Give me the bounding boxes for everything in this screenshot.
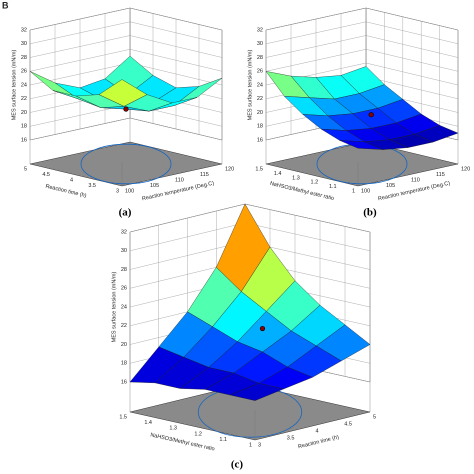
panel-caption: (b) [363,207,377,219]
z-tick-label: 16 [121,379,127,385]
x-tick-label: 105 [150,183,159,189]
z-tick-label: 24 [257,82,263,88]
x-tick-label: 110 [175,177,184,183]
z-tick-label: 16 [21,137,27,143]
x-tick-label: 120 [225,166,234,172]
z-axis-label: MES surface tension (mN/m) [11,50,17,121]
x-tick-label: 4.5 [344,421,352,427]
x-axis-label: Reaction time (h) [298,435,340,451]
y-tick-label: 1.3 [169,426,177,432]
z-tick-label: 20 [257,110,263,116]
y-tick-label: 1.5 [255,166,263,172]
y-tick-label: 3 [116,188,119,194]
x-tick-label: 4 [316,428,319,434]
x-tick-label: 100 [361,188,370,194]
x-tick-label: 5 [373,414,376,420]
z-tick-label: 20 [21,110,27,116]
z-tick-label: 18 [121,361,127,367]
y-tick-label: 5 [24,166,27,172]
surface-patch [229,383,285,401]
z-tick-label: 22 [121,323,127,329]
center-point [368,112,374,118]
y-tick-label: 1.4 [144,420,152,426]
y-tick-label: 1.5 [119,414,127,420]
x-tick-label: 120 [461,166,470,172]
y-tick-label: 1.1 [329,184,337,190]
y-tick-label: 1.4 [274,171,282,177]
panel-caption: (a) [119,207,132,219]
y-tick-label: 4 [70,177,73,183]
z-tick-label: 28 [21,55,27,61]
z-tick-label: 26 [121,286,127,292]
z-tick-label: 28 [257,55,263,61]
z-tick-label: 20 [121,342,127,348]
z-tick-label: 16 [257,137,263,143]
y-axis-label: Reaction time (h) [45,184,87,200]
z-tick-label: 18 [21,124,27,130]
z-axis-label: MES surface tension (mN/m) [247,50,253,121]
z-tick-label: 28 [121,267,127,273]
z-tick-label: 30 [257,41,263,47]
x-tick-label: 3.5 [287,435,295,441]
panel-caption: (c) [231,459,244,471]
figure-label: B [2,0,9,10]
y-tick-label: 4.5 [42,172,50,178]
y-tick-label: 1.2 [311,180,319,186]
surface-patch [339,140,384,150]
y-axis-label: NaHSO3/Methyl ester ratio [269,181,334,202]
z-tick-label: 18 [257,124,263,130]
z-tick-label: 30 [21,41,27,47]
z-tick-label: 22 [257,96,263,102]
floor [29,141,223,187]
x-tick-label: 105 [386,183,395,189]
y-tick-label: 1 [249,442,252,448]
x-tick-label: 115 [200,172,209,178]
center-point [259,325,266,332]
y-tick-label: 3.5 [88,183,96,189]
z-tick-label: 24 [21,82,27,88]
y-tick-label: 1 [352,188,355,194]
z-tick-label: 32 [121,229,127,235]
z-tick-label: 32 [21,27,27,33]
floor-contour [80,143,172,185]
z-tick-label: 22 [21,96,27,102]
x-tick-label: 110 [411,177,420,183]
z-axis-label: MES surface tension (mN/m) [111,272,117,343]
x-tick-label: 115 [436,172,445,178]
z-tick-label: 24 [121,304,127,310]
z-tick-label: 26 [21,69,27,75]
x-tick-label: 100 [125,188,134,194]
z-tick-label: 32 [257,27,263,33]
y-tick-label: 1.3 [292,175,300,181]
center-point [123,106,129,112]
y-axis-label: NaHSO3/Methyl ester ratio [150,432,215,452]
x-tick-label: 3 [258,442,261,448]
z-tick-label: 30 [121,248,127,254]
y-tick-label: 1.1 [219,437,227,443]
y-tick-label: 1.2 [194,431,202,437]
surface-patch [98,79,148,107]
z-tick-label: 26 [257,69,263,75]
